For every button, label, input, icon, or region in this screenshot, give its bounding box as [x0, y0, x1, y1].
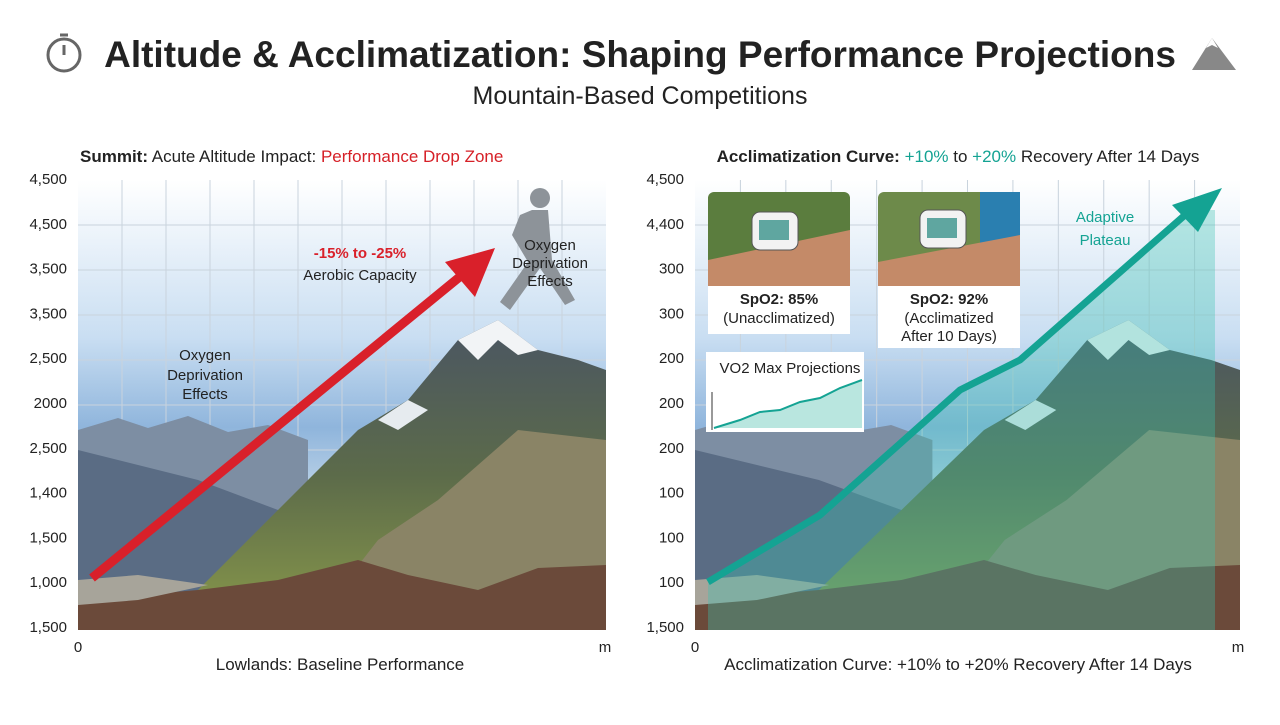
photo-acclimatized	[878, 192, 1020, 348]
plateau-label: Adaptive	[1076, 209, 1134, 226]
y-label: 3,500	[29, 261, 67, 278]
photo-caption: SpO2: 85%	[740, 291, 818, 308]
y-label: 200	[659, 350, 684, 367]
y-label: 2,500	[29, 350, 67, 367]
photo-caption: After 10 Days)	[901, 328, 997, 345]
y-label: 300	[659, 261, 684, 278]
drop-arrow	[89, 271, 465, 582]
y-label: 2,500	[29, 440, 67, 457]
y-label: 1,400	[29, 485, 67, 502]
subtitle: Mountain-Based Competitions	[473, 82, 808, 110]
y-label: 200	[659, 395, 684, 412]
y-label: 100	[659, 485, 684, 502]
y-label: 2000	[34, 395, 67, 412]
plateau-label: Plateau	[1080, 232, 1131, 249]
panel-heading: Acclimatization Curve: +10% to +20% Reco…	[717, 147, 1200, 166]
photo-unacclimatized	[708, 192, 850, 334]
y-label: 4,400	[646, 216, 684, 233]
mini-chart	[706, 352, 864, 432]
photo-caption: (Acclimatized	[904, 310, 993, 327]
effects-line: Deprivation	[512, 255, 588, 272]
photo-caption: (Unacclimatized)	[723, 310, 835, 327]
mini-chart-title: VO2 Max Projections	[720, 360, 861, 377]
footer: Acclimatization Curve: +10% to +20% Reco…	[724, 655, 1192, 674]
heading-text: Acute Altitude Impact:	[152, 147, 316, 166]
right-panel: Acclimatization Curve: +10% to +20% Reco…	[646, 147, 1244, 674]
x-end: m	[599, 639, 612, 656]
y-label: 1,500	[29, 619, 67, 636]
drop-detail: Aerobic Capacity	[303, 267, 417, 284]
y-label: 4,500	[29, 216, 67, 233]
heading-mid: to	[953, 147, 967, 166]
y-label: 300	[659, 305, 684, 322]
heading-high: +20%	[972, 147, 1016, 166]
effects-line: Effects	[182, 386, 228, 403]
y-label: 100	[659, 529, 684, 546]
runner	[500, 188, 575, 310]
heading-highlight: Performance Drop Zone	[321, 147, 503, 166]
y-label: 100	[659, 574, 684, 591]
left-panel: Summit: Acute Altitude Impact: Performan…	[29, 147, 611, 674]
x-end: m	[1232, 639, 1245, 656]
y-label: 200	[659, 440, 684, 457]
heading-low: +10%	[905, 147, 949, 166]
y-label: 1,500	[646, 619, 684, 636]
title: Altitude & Acclimatization: Shaping Perf…	[104, 34, 1176, 75]
stopwatch-icon	[46, 33, 82, 73]
footer: Lowlands: Baseline Performance	[216, 655, 465, 674]
x-start: 0	[74, 639, 82, 656]
x-start: 0	[691, 639, 699, 656]
panel-heading: Summit: Acute Altitude Impact: Performan…	[80, 147, 503, 166]
y-label: 1,000	[29, 574, 67, 591]
effects-line: Oxygen	[524, 237, 576, 254]
effects-line: Oxygen	[179, 347, 231, 364]
y-label: 4,500	[646, 171, 684, 188]
y-label: 1,500	[29, 529, 67, 546]
effects-line: Deprivation	[167, 367, 243, 384]
effects-line: Effects	[527, 273, 573, 290]
recovery-arrow	[706, 212, 1188, 586]
heading-label: Acclimatization Curve:	[717, 147, 900, 166]
drop-label: -15% to -25%	[314, 245, 407, 262]
recovery-area	[708, 210, 1215, 630]
mountain-icon	[1192, 38, 1236, 70]
y-label: 4,500	[29, 171, 67, 188]
y-label: 3,500	[29, 305, 67, 322]
photo-caption: SpO2: 92%	[910, 291, 988, 308]
heading-rest: Recovery After 14 Days	[1021, 147, 1200, 166]
heading-label: Summit:	[80, 147, 148, 166]
